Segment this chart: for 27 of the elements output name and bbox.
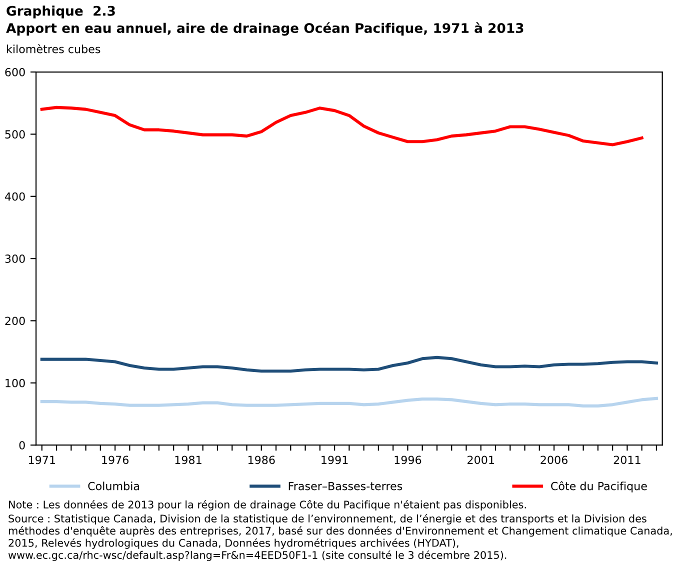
y-tick-label: 0	[19, 441, 25, 450]
line-series	[40, 396, 658, 408]
y-tick-label: 400	[4, 192, 25, 201]
y-axis-title: kilomètres cubes	[7, 44, 100, 54]
line-series	[40, 356, 658, 373]
x-tick-label: 2011	[614, 456, 640, 464]
legend-label: Fraser–Basses-terres	[288, 482, 402, 490]
text: Note : Les données de 2013 pour la région de drainage Côte du Pacifique n'étaient pas disponibles.	[9, 500, 526, 510]
x-tick-label: 2006	[540, 456, 568, 464]
y-tick-label: 100	[6, 378, 25, 388]
chart-subtitle: Apport en eau annuel, aire de drainage Océan Pacifique, 1971 à 2013	[6, 22, 524, 36]
x-tick-label: 1991	[322, 456, 348, 464]
source-note: Source : Statistique Canada, Division de la statistique de l’environnement, de l’énergie et des transports et la Division des méthodes d'enquête auprès des entreprises, 2017, basé sur des données d'Environnement et Changement climatique Canada, 2015, Relevés hydrologiques du Canada, Données hydrométriques archivées (HYDAT), www.ec.gc.ca/rhc-wsc/default.asp?lang=Fr&n=4EED50F1-1 (site consulté le 3 décembre 2015).	[8, 514, 672, 561]
y-tick-label: 300	[5, 254, 25, 263]
x-tick-label: 1986	[248, 456, 275, 464]
legend-label: Côte du Pacifique	[551, 481, 647, 492]
x-tick-label: 1976	[102, 456, 128, 464]
x-tick-label: 2001	[468, 456, 494, 464]
line-series	[40, 106, 644, 146]
x-tick-label: 1996	[394, 456, 422, 464]
x-tick-label: 1981	[175, 456, 202, 464]
x-tick-label: 1971	[28, 456, 56, 464]
legend-label: Columbia	[88, 482, 140, 490]
y-tick-label: 600	[5, 68, 25, 76]
chart-title: Graphique 2.3	[6, 6, 115, 18]
y-tick-label: 500	[5, 130, 25, 139]
y-tick-label: 200	[5, 316, 25, 326]
